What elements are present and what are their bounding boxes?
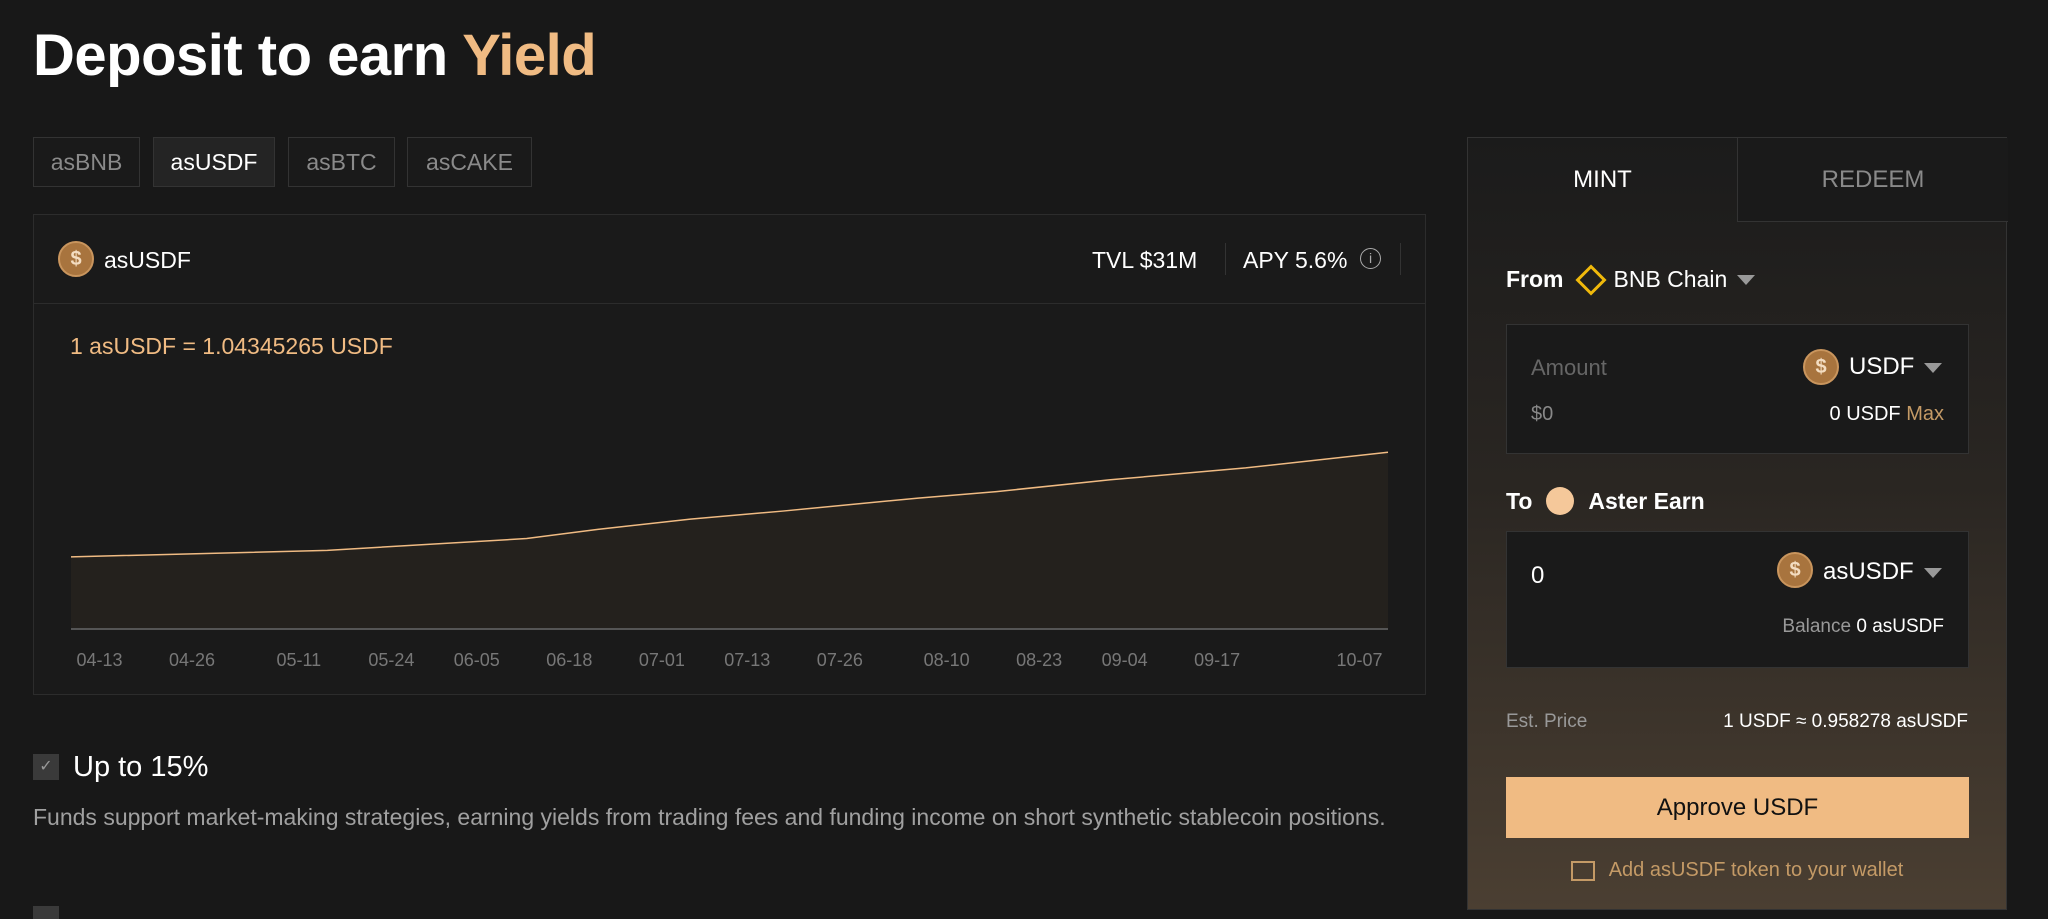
x-tick-label: 05-11 bbox=[276, 650, 322, 670]
x-tick-label: 06-05 bbox=[453, 650, 500, 670]
rate-chart bbox=[70, 451, 1389, 630]
approve-button[interactable]: Approve USDF bbox=[1506, 777, 1969, 838]
vault-tab-asbtc[interactable]: asBTC bbox=[288, 137, 395, 187]
aster-logo-icon bbox=[1546, 487, 1575, 515]
vault-card: $ asUSDF TVL $31M APY 5.6% i 1 asUSDF = … bbox=[33, 214, 1426, 695]
asusdf-coin-icon: $ bbox=[1777, 552, 1813, 588]
page-title: Deposit to earn Yield bbox=[33, 23, 597, 88]
rate-line bbox=[70, 451, 1389, 558]
check-icon: ✓ bbox=[33, 754, 59, 780]
to-token-select[interactable]: asUSDF bbox=[1823, 558, 1942, 586]
divider bbox=[1225, 243, 1226, 275]
token-name: asUSDF bbox=[104, 247, 191, 273]
tvl: TVL $31M bbox=[1092, 247, 1198, 273]
usdf-coin-icon: $ bbox=[1803, 349, 1839, 385]
wallet-icon bbox=[1570, 860, 1595, 881]
est-price: 1 USDF ≈ 0.958278 asUSDF bbox=[1723, 711, 1968, 732]
exchange-rate: 1 asUSDF = 1.04345265 USDF bbox=[70, 333, 393, 359]
x-tick-label: 06-18 bbox=[546, 650, 593, 670]
receive-box: 0 $ asUSDF Balance 0 asUSDF bbox=[1506, 531, 1969, 668]
x-tick-label: 08-23 bbox=[1016, 650, 1063, 670]
vault-tab-asusdf[interactable]: asUSDF bbox=[153, 137, 275, 187]
amount-box: Amount $0 $ USDF 0 USDF Max bbox=[1506, 324, 1969, 454]
x-tick-label: 10-07 bbox=[1336, 650, 1383, 670]
vault-tab-ascake[interactable]: asCAKE bbox=[407, 137, 532, 187]
x-tick-label: 09-17 bbox=[1194, 650, 1241, 670]
x-tick-label: 07-01 bbox=[638, 650, 685, 670]
balance-label: Balance bbox=[1782, 616, 1852, 637]
apy: APY 5.6% bbox=[1243, 247, 1348, 273]
x-tick-label: 04-13 bbox=[76, 650, 123, 670]
to-destination: To Aster Earn bbox=[1506, 487, 1705, 515]
from-chain-select[interactable]: From BNB Chain bbox=[1506, 263, 1756, 296]
amount-usd: $0 bbox=[1531, 403, 1554, 425]
from-token-select[interactable]: USDF bbox=[1849, 353, 1943, 381]
to-balance: 0 asUSDF bbox=[1856, 616, 1944, 637]
caret-down-icon bbox=[1923, 567, 1942, 578]
info-icon[interactable]: i bbox=[1360, 248, 1381, 269]
est-price-label: Est. Price bbox=[1506, 711, 1588, 732]
asusdf-coin-icon: $ bbox=[58, 241, 94, 277]
from-balance: 0 USDF bbox=[1829, 403, 1901, 425]
check-icon bbox=[33, 906, 59, 919]
x-tick-label: 05-24 bbox=[368, 650, 415, 670]
caret-down-icon bbox=[1924, 362, 1943, 373]
amount-input[interactable]: Amount bbox=[1531, 355, 1607, 380]
add-token-link[interactable]: Add asUSDF token to your wallet bbox=[1468, 859, 2006, 882]
receive-amount[interactable]: 0 bbox=[1531, 562, 1545, 589]
tab-redeem[interactable]: REDEEM bbox=[1737, 138, 2008, 222]
feature-title: Up to 15% bbox=[73, 751, 209, 783]
x-tick-label: 07-26 bbox=[816, 650, 863, 670]
tab-mint[interactable]: MINT bbox=[1573, 166, 1632, 193]
caret-down-icon bbox=[1737, 274, 1756, 285]
max-button[interactable]: Max bbox=[1906, 403, 1944, 425]
x-tick-label: 04-26 bbox=[168, 650, 216, 670]
x-tick-label: 07-13 bbox=[724, 650, 771, 670]
card-header: $ asUSDF TVL $31M APY 5.6% i bbox=[34, 215, 1425, 304]
bnb-chain-icon bbox=[1574, 263, 1607, 296]
vault-tab-asbnb[interactable]: asBNB bbox=[33, 137, 140, 187]
feature-description: Funds support market-making strategies, … bbox=[33, 804, 1386, 830]
mint-panel: MINT REDEEM From BNB Chain Amount $0 $ U… bbox=[1467, 137, 2008, 910]
chart-area bbox=[71, 452, 1388, 629]
divider bbox=[1400, 243, 1401, 275]
x-tick-label: 08-10 bbox=[923, 650, 970, 670]
x-tick-label: 09-04 bbox=[1101, 650, 1148, 670]
